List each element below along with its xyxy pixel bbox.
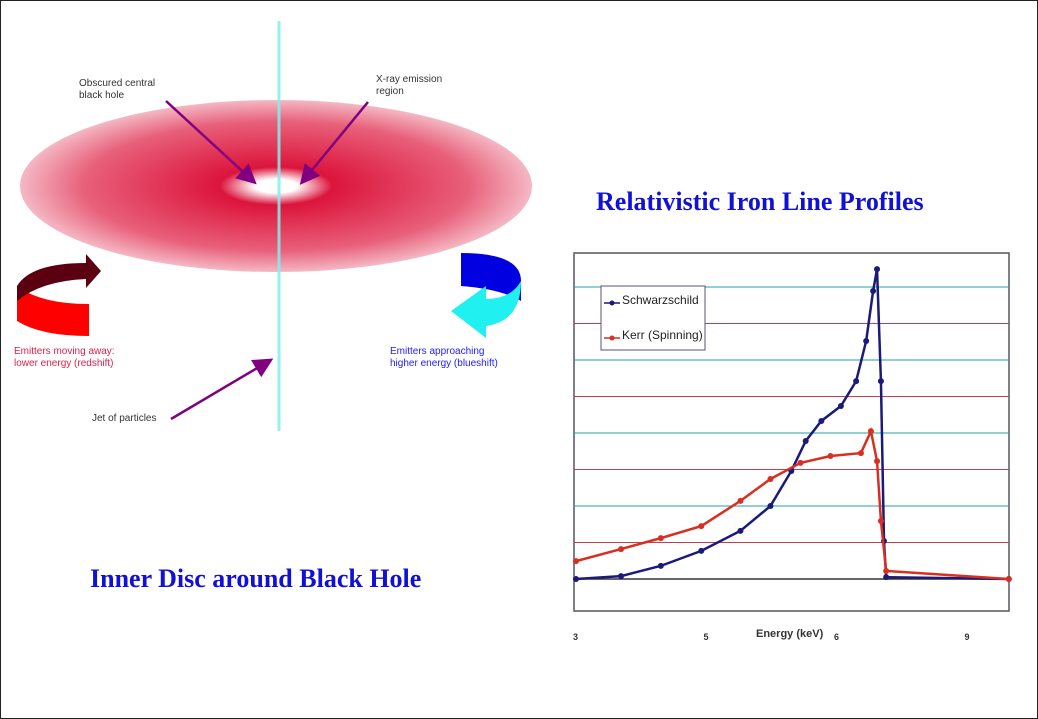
- label-black-hole: Obscured central black hole: [79, 78, 156, 101]
- data-point: [827, 452, 834, 459]
- data-point: [863, 338, 870, 345]
- data-point: [737, 497, 744, 504]
- data-point: [657, 562, 664, 569]
- data-point: [737, 527, 744, 534]
- series-line-kerr: [575, 427, 1009, 581]
- data-point: [877, 378, 884, 385]
- data-point: [883, 574, 890, 581]
- data-point: [867, 428, 874, 435]
- data-point: [857, 450, 864, 457]
- data-point: [767, 475, 774, 482]
- redshift-rotation-arrow-icon: [17, 254, 101, 336]
- pointer-arrow-jet: [170, 358, 274, 421]
- data-point: [797, 459, 804, 466]
- x-tick-label: 3: [573, 632, 579, 642]
- blueshift-rotation-arrow-icon: [451, 253, 521, 338]
- data-point: [698, 523, 705, 530]
- pointer-arrow-xray: [299, 101, 369, 185]
- legend-marker: [609, 335, 615, 341]
- label-xray-region: X-ray emission region: [376, 74, 443, 97]
- data-point: [657, 535, 664, 542]
- data-point: [573, 558, 579, 565]
- x-tick-label: 6: [834, 632, 840, 642]
- pointer-arrow-black-hole: [165, 100, 257, 185]
- accretion-disc: [20, 100, 532, 272]
- x-tick-label: 5: [703, 632, 709, 642]
- data-point: [618, 573, 625, 580]
- data-point: [870, 288, 877, 295]
- data-point: [573, 576, 579, 582]
- data-point: [618, 546, 625, 553]
- series-line-schwarzschild: [575, 268, 1009, 581]
- legend-box: [600, 285, 706, 351]
- data-point: [853, 378, 860, 385]
- data-point: [818, 417, 825, 424]
- legend-label-schwarzschild: Schwarzschild: [622, 293, 699, 307]
- chart-title: Relativistic Iron Line Profiles: [596, 187, 924, 216]
- data-point: [837, 402, 844, 409]
- label-blueshift: Emitters approaching higher energy (blue…: [390, 346, 498, 369]
- x-axis-label: Energy (keV): [756, 628, 824, 640]
- data-point: [874, 266, 881, 273]
- label-redshift: Emitters moving away: lower energy (reds…: [14, 346, 115, 369]
- data-point: [1005, 576, 1012, 582]
- legend-label-kerr: Kerr (Spinning): [622, 328, 703, 342]
- data-point: [698, 547, 705, 554]
- label-jet: Jet of particles: [92, 413, 157, 424]
- data-point: [883, 567, 890, 574]
- x-tick-label: 9: [964, 632, 970, 642]
- data-point: [802, 438, 809, 445]
- diagram-title: Inner Disc around Black Hole: [90, 564, 422, 593]
- legend-marker: [609, 300, 615, 306]
- data-point: [767, 503, 774, 509]
- data-point: [877, 517, 884, 524]
- data-point: [874, 458, 881, 465]
